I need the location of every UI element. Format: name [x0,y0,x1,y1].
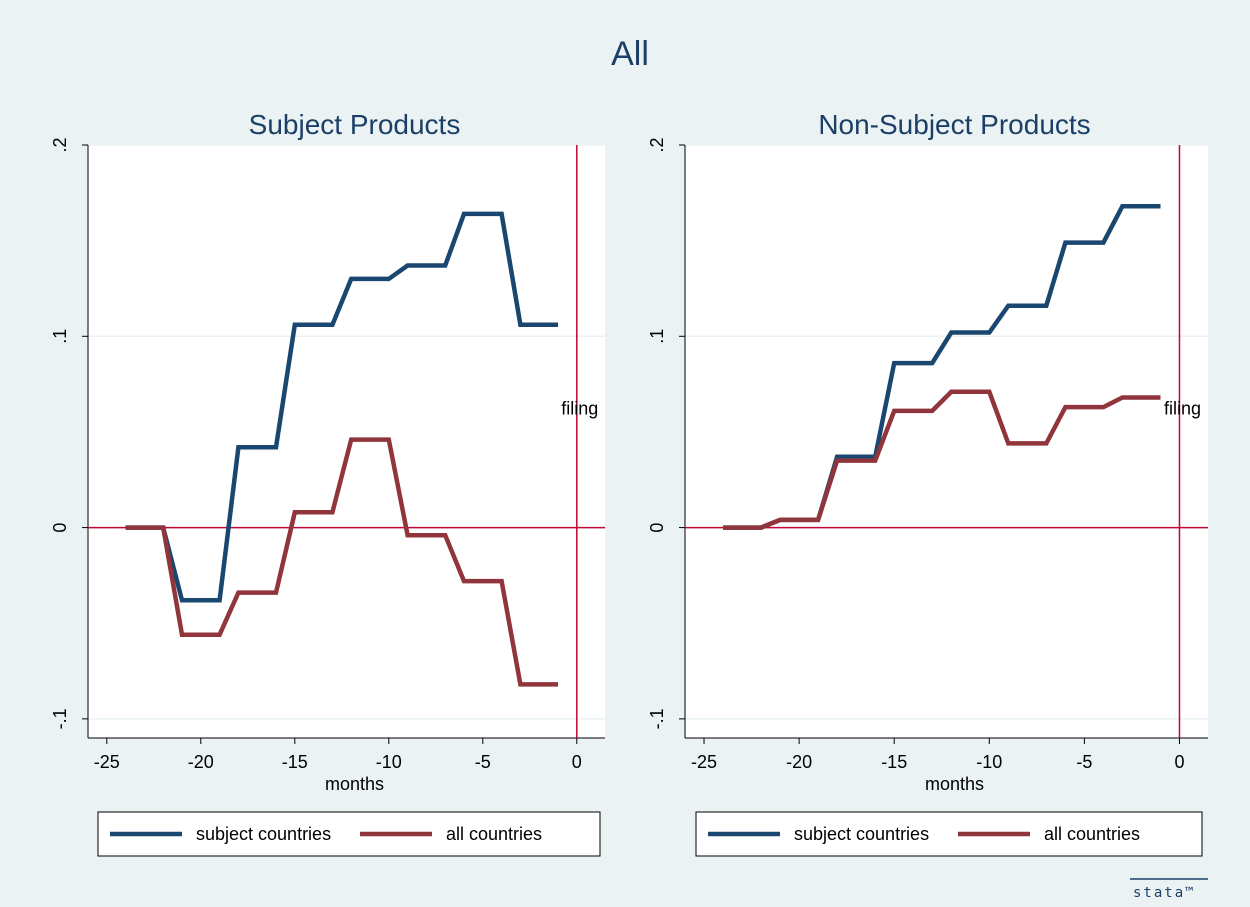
x-tick-label: 0 [572,752,582,772]
y-tick-label: 0 [50,523,70,533]
chart-panel-2: Non-Subject Products -.1 0 .1 .2 -25 -20 -15 -10… [647,109,1208,857]
x-axis-label: months [325,774,384,794]
chart-title: Subject Products [249,109,461,140]
y-tick-label: .2 [50,137,70,152]
figure-title: All [611,35,649,73]
x-axis-label: months [925,774,984,794]
y-tick-label: .2 [647,137,667,152]
filing-annotation: filing [561,399,598,419]
chart-panel-1: Subject Products -.1 0 .1 .2 -25 -20 -15 -10 -5 0 m… [50,109,605,857]
y-tick-label: .1 [647,329,667,344]
y-tick-label: -.1 [647,708,667,729]
filing-annotation: filing [1164,399,1201,419]
x-tick-label: -25 [94,752,120,772]
legend-label: all countries [446,824,542,844]
x-tick-label: 0 [1174,752,1184,772]
x-tick-label: -10 [976,752,1002,772]
x-tick-label: -20 [188,752,214,772]
chart-title: Non-Subject Products [818,109,1090,140]
stata-logo: stata™ [1130,878,1208,901]
plot-area [88,145,605,738]
series-line-subject-countries [125,211,558,603]
x-tick-label: -10 [376,752,402,772]
legend-label: subject countries [196,824,331,844]
legend: subject countries all countries [97,811,601,857]
y-tick-label: -.1 [50,708,70,729]
stata-logo-text: stata™ [1133,885,1196,901]
y-tick-label: .1 [50,329,70,344]
x-tick-label: -5 [475,752,491,772]
series-line-all-countries [125,437,558,687]
series-line-all-countries [723,389,1161,530]
x-tick-label: -15 [282,752,308,772]
x-tick-label: -5 [1076,752,1092,772]
legend-box [695,811,1203,857]
x-tick-label: -25 [691,752,717,772]
y-tick-label: 0 [647,523,667,533]
x-tick-label: -20 [786,752,812,772]
legend-label: subject countries [794,824,929,844]
legend: subject countries all countries [695,811,1203,857]
x-tick-label: -15 [881,752,907,772]
legend-label: all countries [1044,824,1140,844]
plot-area [685,145,1208,738]
